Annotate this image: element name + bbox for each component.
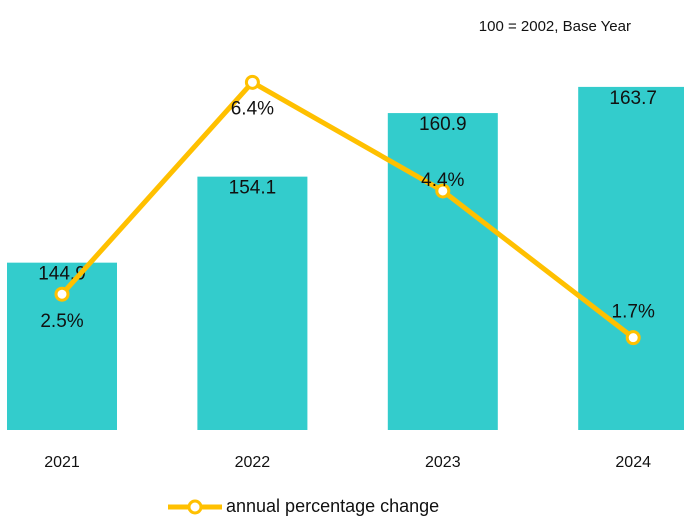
- bar-value-label: 154.1: [229, 178, 277, 199]
- line-value-label: 1.7%: [612, 302, 655, 323]
- line-marker: [244, 74, 260, 90]
- x-tick-label: 2024: [615, 454, 651, 471]
- bar-value-label: 163.7: [609, 88, 657, 109]
- bar: [387, 113, 498, 431]
- x-tick-label: 2021: [44, 454, 80, 471]
- bar-value-label: 160.9: [419, 114, 467, 135]
- bar: [197, 176, 308, 430]
- line: [60, 79, 635, 340]
- x-tick-label: 2023: [425, 454, 461, 471]
- line-value-label: 2.5%: [40, 311, 83, 332]
- line-value-label: 4.4%: [421, 170, 464, 191]
- legend-marker: [187, 499, 203, 515]
- line-marker: [54, 286, 70, 302]
- bar: [578, 86, 684, 430]
- x-tick-label: 2022: [235, 454, 271, 471]
- line-value-label: 6.4%: [231, 98, 274, 119]
- line-marker: [625, 330, 641, 346]
- line-marker: [435, 183, 451, 199]
- legend-label: annual percentage change: [226, 496, 439, 516]
- annotation: 100 = 2002, Base Year: [479, 18, 631, 35]
